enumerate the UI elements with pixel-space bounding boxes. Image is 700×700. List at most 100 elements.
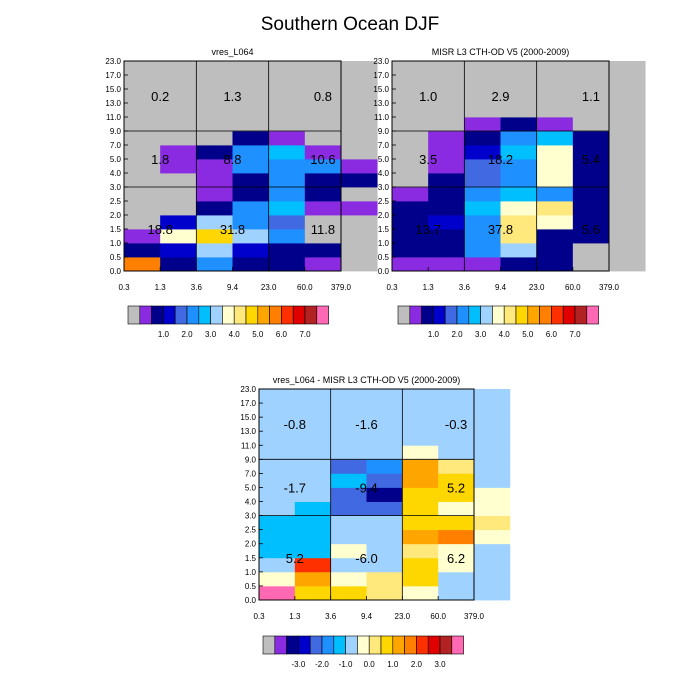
- x-tick-label: 9.4: [495, 283, 507, 292]
- heatmap-cell: [294, 515, 332, 531]
- heatmap-cell: [196, 145, 233, 160]
- heatmap-cell: [124, 145, 161, 160]
- heatmap-cell: [500, 103, 538, 118]
- heatmap-cell: [474, 403, 511, 418]
- heatmap-cell: [402, 529, 439, 545]
- heatmap-cell: [464, 75, 501, 90]
- heatmap-cell: [124, 159, 161, 174]
- heatmap-cell: [464, 131, 501, 146]
- x-tick-label: 3.6: [325, 612, 337, 621]
- heatmap-cell: [196, 89, 233, 104]
- group-value-label: 18.2: [488, 152, 513, 167]
- heatmap-cell: [474, 585, 511, 601]
- heatmap-cell: [474, 501, 511, 516]
- heatmap-cell: [392, 103, 429, 118]
- heatmap-cell: [196, 75, 233, 90]
- y-tick-label: 9.0: [110, 127, 122, 136]
- heatmap-cell: [464, 201, 501, 216]
- heatmap-cell: [428, 89, 465, 104]
- heatmap-cell: [232, 61, 270, 76]
- colorbar: 1.0 2.0 3.0 4.0 5.0 6.0 7.0: [397, 305, 599, 339]
- heatmap-cell: [402, 403, 439, 418]
- heatmap-cell: [232, 229, 270, 244]
- heatmap-cell: [402, 389, 439, 404]
- heatmap-cell: [402, 473, 439, 488]
- colorbar-label: 4.0: [499, 330, 511, 339]
- y-tick-label: 2.0: [378, 211, 390, 220]
- y-tick-label: 11.0: [106, 113, 122, 122]
- heatmap-cell: [330, 515, 367, 531]
- heatmap-cell: [366, 571, 403, 587]
- colorbar-box: [316, 305, 329, 325]
- heatmap-cell: [124, 215, 161, 230]
- heatmap-cell: [160, 187, 197, 202]
- colorbar-box: [515, 305, 529, 325]
- group-value-label: -0.3: [445, 417, 467, 432]
- colorbar-box: [309, 635, 323, 655]
- heatmap-cell: [392, 201, 429, 216]
- heatmap-cell: [232, 117, 270, 132]
- heatmap-cell: [438, 571, 475, 587]
- heatmap-cell: [259, 403, 296, 418]
- heatmap-cell: [330, 389, 367, 404]
- heatmap-cell: [609, 201, 646, 216]
- heatmap-cell: [268, 75, 306, 90]
- y-tick-label: 17.0: [373, 71, 389, 80]
- heatmap-cell: [464, 187, 501, 202]
- heatmap-cell: [609, 89, 646, 104]
- y-tick-label: 3.0: [110, 183, 122, 192]
- y-tick-label: 13.0: [373, 99, 389, 108]
- x-tick-label: 0.3: [386, 283, 398, 292]
- x-tick-label: 60.0: [565, 283, 581, 292]
- heatmap-cell: [268, 201, 306, 216]
- x-tick-label: 60.0: [297, 283, 313, 292]
- colorbar-box: [586, 305, 599, 325]
- heatmap-cell: [500, 201, 538, 216]
- heatmap-cell: [438, 445, 475, 460]
- heatmap-cell: [392, 257, 429, 272]
- heatmap-cell: [268, 257, 306, 272]
- heatmap-cell: [474, 487, 511, 502]
- heatmap-cell: [366, 543, 403, 559]
- heatmap-cell: [609, 243, 646, 258]
- heatmap-cell: [294, 571, 332, 587]
- heatmap-cell: [341, 131, 378, 146]
- group-value-label: -9.4: [355, 480, 377, 495]
- heatmap-cell: [464, 103, 501, 118]
- heatmap-cell: [294, 431, 332, 446]
- heatmap-cell: [232, 201, 270, 216]
- colorbar-label: 2.0: [411, 660, 423, 669]
- heatmap-cell: [572, 61, 610, 76]
- heatmap-cell: [500, 61, 538, 76]
- colorbar-box: [480, 305, 493, 325]
- heatmap-cell: [124, 61, 161, 76]
- heatmap-cell: [464, 89, 501, 104]
- heatmap-cell: [124, 117, 161, 132]
- heatmap-cell: [268, 103, 306, 118]
- heatmap-cell: [572, 89, 610, 104]
- x-tick-label: 9.4: [361, 612, 373, 621]
- heatmap-cell: [474, 417, 511, 432]
- y-tick-label: 17.0: [240, 399, 256, 408]
- heatmap-cell: [366, 473, 403, 488]
- heatmap-cell: [196, 117, 233, 132]
- heatmap-cell: [402, 459, 439, 474]
- heatmap-cell: [196, 201, 233, 216]
- y-tick-label: 1.5: [245, 554, 257, 563]
- heatmap-cell: [536, 229, 574, 244]
- group-value-label: 31.8: [220, 222, 245, 237]
- heatmap-cell: [160, 201, 197, 216]
- heatmap-cell: [500, 131, 538, 146]
- heatmap-cell: [294, 459, 332, 474]
- heatmap-cell: [341, 75, 378, 90]
- colorbar-box: [456, 305, 470, 325]
- heatmap-cell: [232, 173, 270, 188]
- heatmap-cell: [330, 585, 367, 601]
- heatmap-cell: [259, 501, 296, 516]
- group-value-label: 3.5: [419, 152, 437, 167]
- heatmap-cell: [464, 61, 501, 76]
- heatmap-cell: [366, 459, 403, 474]
- heatmap-cell: [438, 403, 475, 418]
- heatmap-cell: [474, 557, 511, 573]
- group-value-label: 0.2: [151, 89, 169, 104]
